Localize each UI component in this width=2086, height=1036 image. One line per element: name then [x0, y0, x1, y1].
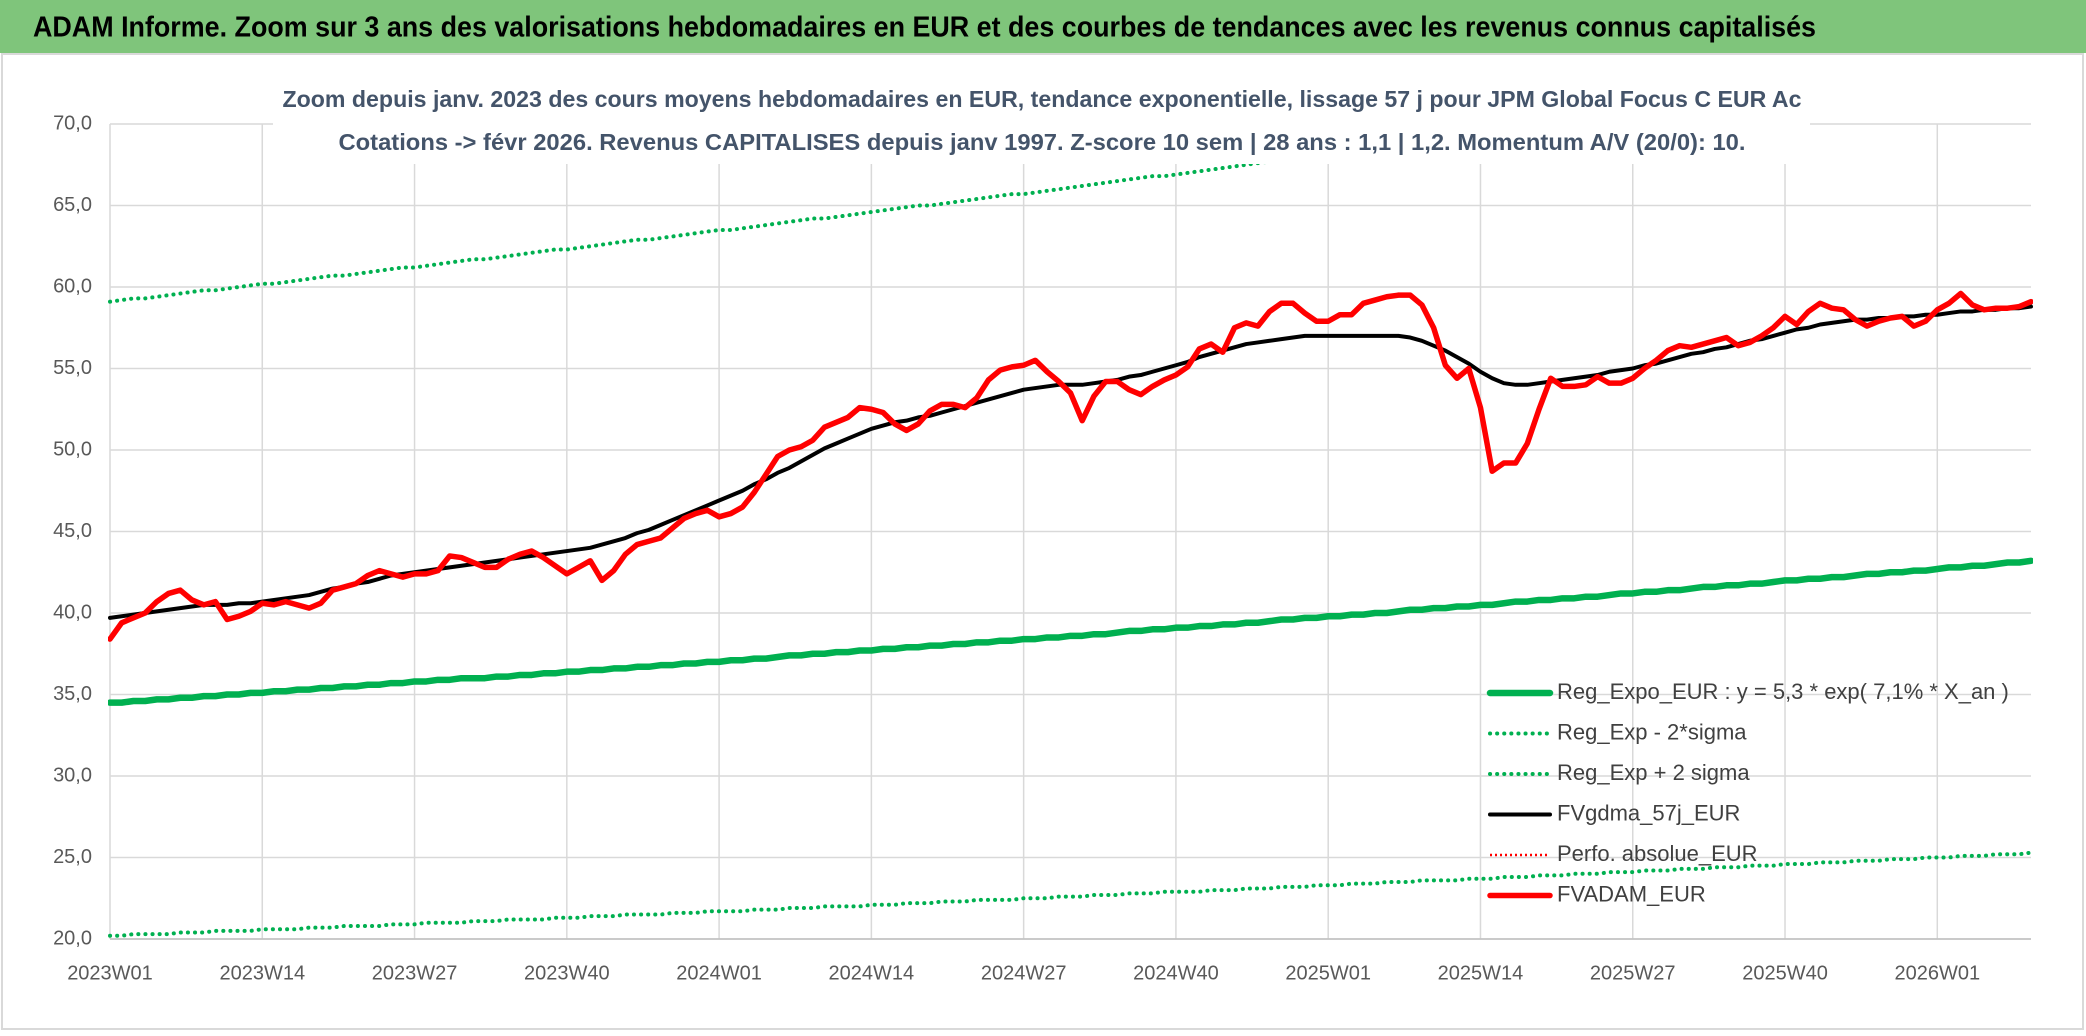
- legend-label: Reg_Exp - 2*sigma: [1557, 719, 1747, 744]
- x-tick-label: 2026W01: [1894, 962, 1980, 984]
- x-tick-label: 2024W01: [676, 962, 762, 984]
- series-line: [108, 850, 2033, 938]
- plot-area: 20,0 25,0 30,0 35,0 40,0 45,0 50,0 55,0 60,0 65,0…: [53, 112, 2033, 984]
- x-tick-label: 2025W40: [1742, 962, 1828, 984]
- x-tick-label: 2025W14: [1438, 962, 1524, 984]
- series-line: [108, 290, 2033, 642]
- legend-label: FVADAM_EUR: [1557, 881, 1706, 906]
- legend-label: Reg_Exp + 2 sigma: [1557, 760, 1750, 785]
- x-tick-label: 2025W01: [1285, 962, 1371, 984]
- chart-frame: [1, 53, 2084, 1030]
- y-tick-label: 55,0: [53, 357, 92, 379]
- y-tick-label: 45,0: [53, 520, 92, 542]
- legend-label: Reg_Expo_EUR : y = 5,3 * exp( 7,1% * X_a…: [1557, 679, 2009, 704]
- legend-label: FVgdma_57j_EUR: [1557, 800, 1740, 825]
- title-box: [273, 80, 1810, 164]
- legend: Reg_Expo_EUR : y = 5,3 * exp( 7,1% * X_a…: [1486, 679, 2009, 906]
- y-tick-label: 25,0: [53, 846, 92, 868]
- series-line: [108, 557, 2033, 706]
- y-tick-label: 60,0: [53, 275, 92, 297]
- x-tick-label: 2023W27: [372, 962, 458, 984]
- x-tick-label: 2024W40: [1133, 962, 1219, 984]
- y-tick-label: 50,0: [53, 438, 92, 460]
- y-tick-label: 40,0: [53, 601, 92, 623]
- header-bar: [0, 0, 2086, 53]
- x-tick-label: 2024W14: [829, 962, 915, 984]
- x-tick-label: 2024W27: [981, 962, 1067, 984]
- y-tick-label: 20,0: [53, 927, 92, 949]
- x-tick-label: 2025W27: [1590, 962, 1676, 984]
- chart-title: Zoom depuis janv. 2023 des cours moyens …: [283, 86, 1802, 112]
- x-tick-label: 2023W01: [67, 962, 153, 984]
- header-title: ADAM Informe. Zoom sur 3 ans des valoris…: [33, 12, 1816, 44]
- y-tick-label: 30,0: [53, 764, 92, 786]
- x-tick-label: 2023W14: [219, 962, 305, 984]
- chart-subtitle: Cotations -> févr 2026. Revenus CAPITALI…: [339, 129, 1746, 155]
- y-tick-label: 65,0: [53, 194, 92, 216]
- y-tick-label: 35,0: [53, 683, 92, 705]
- legend-label: Perfo. absolue_EUR: [1557, 841, 1758, 866]
- y-tick-label: 70,0: [53, 112, 92, 134]
- x-tick-label: 2023W40: [524, 962, 610, 984]
